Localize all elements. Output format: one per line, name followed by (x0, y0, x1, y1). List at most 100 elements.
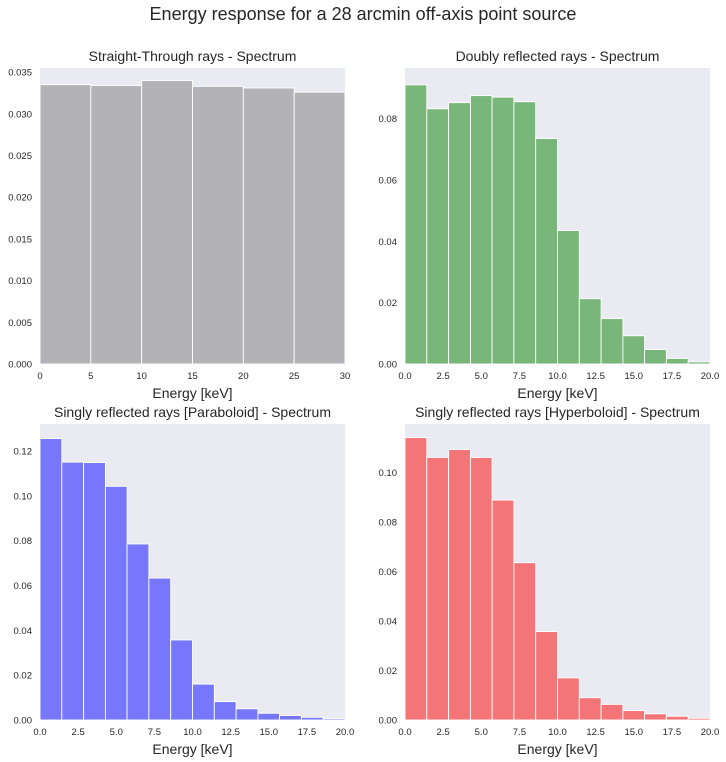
histogram-bar (513, 562, 537, 721)
y-tick-label: 0.02 (379, 298, 398, 309)
y-tick-label: 0.02 (379, 666, 398, 677)
x-tick-label: 10.0 (548, 727, 567, 738)
subplot-title: Doubly reflected rays - Spectrum (456, 48, 660, 64)
x-tick-label: 17.5 (663, 727, 682, 738)
histogram-bar (192, 683, 215, 721)
histogram-bar (600, 318, 624, 365)
x-tick-label: 5.0 (475, 371, 488, 382)
histogram-bar (39, 84, 92, 365)
x-tick-label: 15.0 (260, 727, 279, 738)
y-tick-label: 0.12 (14, 446, 33, 457)
x-tick-label: 2.5 (437, 727, 450, 738)
y-tick-label: 0.02 (14, 671, 33, 682)
histogram-bar (535, 138, 558, 365)
histogram-bar (126, 543, 150, 721)
x-tick-label: 20.0 (336, 727, 355, 738)
histogram-bar (622, 710, 646, 721)
y-tick-label: 0.08 (14, 536, 33, 547)
x-tick-label: 10 (136, 371, 147, 382)
y-tick-label: 0.06 (14, 581, 33, 592)
histogram-bar (644, 713, 667, 721)
histogram-bar (687, 717, 711, 721)
x-tick-label: 20 (238, 371, 249, 382)
histogram-bar (293, 91, 346, 365)
y-tick-label: 0.030 (8, 109, 32, 120)
x-tick-label: 12.5 (586, 371, 605, 382)
histogram-bar (557, 677, 580, 721)
histogram-bar (404, 84, 428, 365)
y-tick-label: 0.015 (8, 234, 32, 245)
histogram-bar (578, 298, 602, 365)
histogram-bar (491, 499, 515, 721)
y-tick-label: 0.04 (14, 626, 33, 637)
histogram-bar (279, 715, 302, 721)
histogram-bar (104, 485, 128, 721)
x-tick-label: 0.0 (398, 371, 411, 382)
y-tick-label: 0.06 (379, 567, 398, 578)
x-tick-label: 10.0 (183, 727, 202, 738)
y-tick-label: 0.010 (8, 276, 32, 287)
x-tick-label: 15 (187, 371, 198, 382)
histogram-bar (600, 703, 624, 721)
subplot-paraboloid: Singly reflected rays [Paraboloid] - Spe… (14, 404, 355, 757)
histogram-bar (148, 577, 172, 721)
histogram-bar (83, 462, 106, 721)
histogram-bar (535, 631, 558, 721)
x-tick-label: 5.0 (110, 727, 123, 738)
histogram-bar (257, 712, 281, 721)
x-tick-label: 2.5 (72, 727, 85, 738)
x-tick-label: 2.5 (437, 371, 450, 382)
y-tick-label: 0.08 (379, 114, 398, 125)
x-tick-label: 20.0 (701, 371, 720, 382)
histogram-bar (300, 716, 324, 721)
histogram-bar (170, 639, 193, 721)
x-axis-label: Energy [keV] (517, 385, 597, 401)
y-tick-label: 0.08 (379, 517, 398, 528)
y-tick-label: 0.00 (379, 360, 398, 371)
x-tick-label: 5.0 (475, 727, 488, 738)
y-tick-label: 0.025 (8, 151, 32, 162)
y-tick-label: 0.10 (379, 468, 398, 479)
histogram-bar (141, 80, 193, 365)
histogram-bar (213, 701, 237, 721)
histogram-bar (665, 715, 689, 721)
y-tick-label: 0.020 (8, 193, 32, 204)
x-tick-label: 12.5 (586, 727, 605, 738)
x-tick-label: 12.5 (221, 727, 240, 738)
y-tick-label: 0.00 (379, 716, 398, 727)
histogram-bar (426, 108, 450, 365)
histogram-bar (622, 335, 646, 365)
histogram-bar (322, 718, 346, 721)
y-tick-label: 0.005 (8, 318, 32, 329)
figure-title: Energy response for a 28 arcmin off-axis… (149, 4, 577, 24)
subplot-doubly-reflected: Doubly reflected rays - Spectrum 0.0 2.5 5.… (379, 48, 720, 401)
subplot-title: Singly reflected rays [Hyperboloid] - Sp… (415, 404, 700, 420)
y-tick-label: 0.000 (8, 360, 32, 371)
histogram-bar (665, 358, 689, 365)
histogram-bar (426, 456, 450, 721)
histogram-bar (469, 95, 493, 365)
subplot-title: Straight-Through rays - Spectrum (89, 48, 297, 64)
histogram-bar (557, 230, 580, 365)
x-tick-label: 17.5 (298, 727, 317, 738)
x-axis-label: Energy [keV] (152, 741, 232, 757)
x-tick-label: 7.5 (513, 727, 526, 738)
histogram-bar (242, 87, 295, 365)
x-tick-label: 7.5 (148, 727, 161, 738)
histogram-bar (469, 456, 493, 721)
subplot-hyperboloid: Singly reflected rays [Hyperboloid] - Sp… (379, 404, 720, 757)
x-tick-label: 20.0 (701, 727, 720, 738)
histogram-bar (235, 708, 259, 721)
histogram-bar (513, 101, 537, 365)
histogram-bar (644, 349, 667, 365)
x-tick-label: 17.5 (663, 371, 682, 382)
x-tick-label: 0 (37, 371, 42, 382)
histogram-bar (448, 449, 471, 721)
subplot-straight-through: Straight-Through rays - Spectrum 0 5 10 15 20… (8, 48, 350, 401)
histogram-bar (687, 361, 711, 365)
y-tick-label: 0.00 (14, 716, 33, 727)
y-tick-label: 0.06 (379, 175, 398, 186)
x-axis-label: Energy [keV] (152, 385, 232, 401)
